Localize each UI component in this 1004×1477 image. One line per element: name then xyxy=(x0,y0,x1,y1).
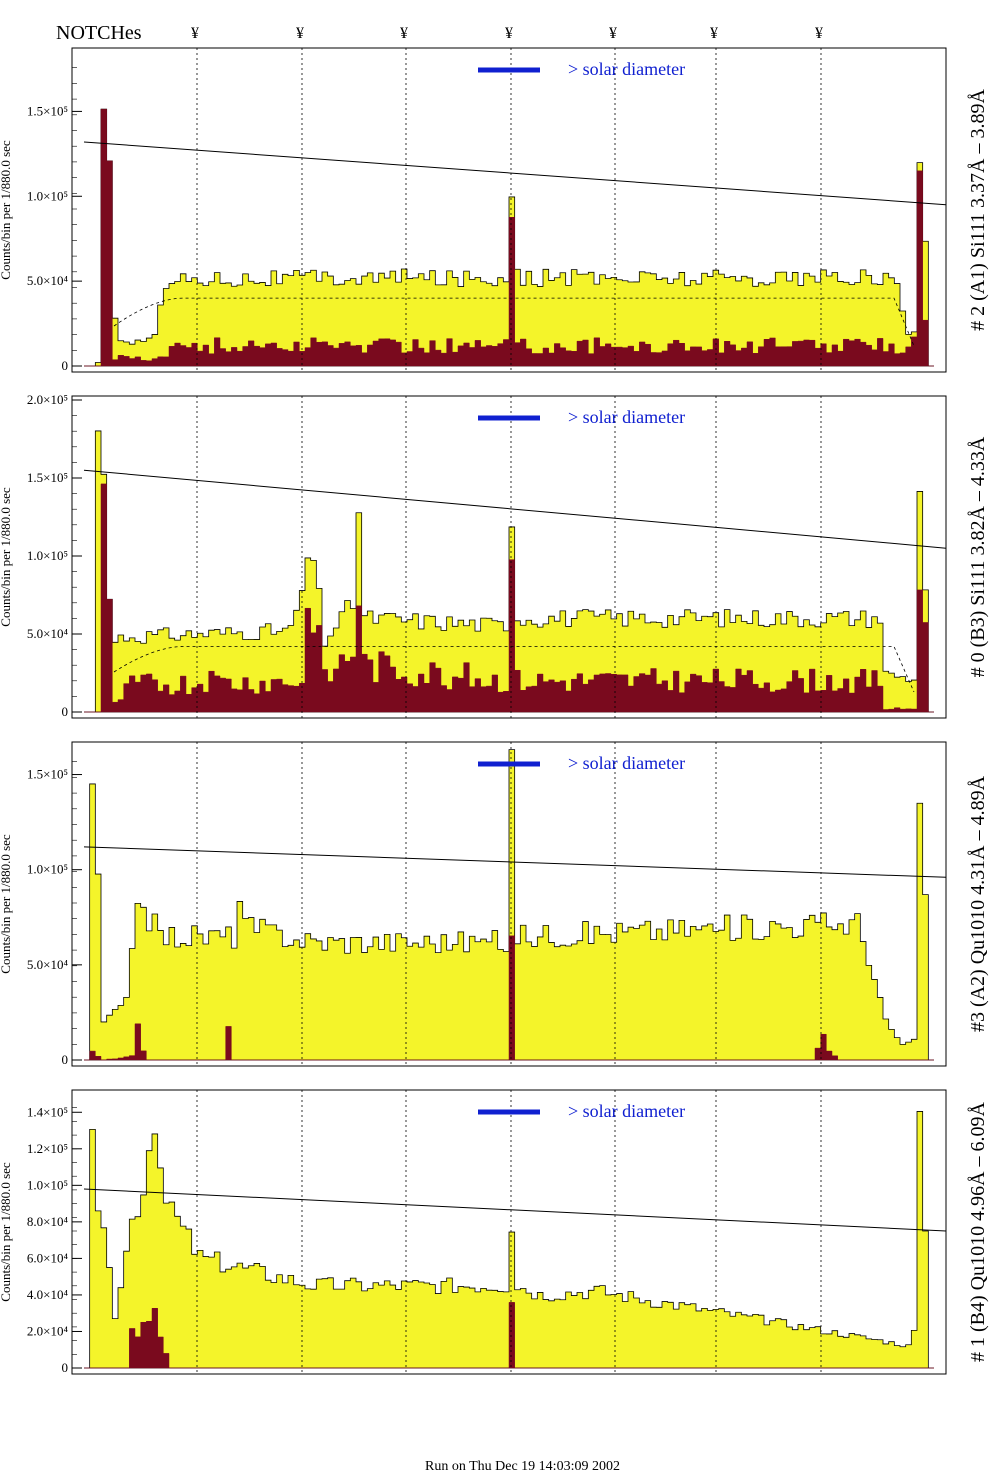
notch-mark-1: ¥ xyxy=(191,25,199,42)
legend-text: > solar diameter xyxy=(568,59,685,79)
y-tick-label: 1.5×10⁵ xyxy=(27,470,68,485)
y-axis-label: Counts/bin per 1/880.0 sec xyxy=(0,140,13,280)
panel-title: # 2 (A1) Si111 3.37Å – 3.89Å xyxy=(967,89,989,331)
notch-marks: ¥ ¥ ¥ ¥ ¥ ¥ ¥ xyxy=(191,25,823,42)
y-tick-label: 1.0×10⁵ xyxy=(27,1177,68,1192)
y-tick-label: 1.0×10⁵ xyxy=(27,862,68,877)
y-tick-label: 1.0×10⁵ xyxy=(27,188,68,203)
reference-line xyxy=(83,1188,947,1232)
legend-text: > solar diameter xyxy=(568,407,685,427)
y-axis-label: Counts/bin per 1/880.0 sec xyxy=(0,487,13,627)
histogram-selected xyxy=(84,1302,934,1369)
panel-3: 0 5.0×10⁴ 1.0×10⁵ 1.5×10⁵ Counts/bin per 1/8… xyxy=(0,741,989,1067)
panel-title: # 0 (B3) Si111 3.82Å – 4.33Å xyxy=(967,436,989,677)
y-tick-label: 4.0×10⁴ xyxy=(27,1287,69,1302)
y-tick-label: 1.5×10⁵ xyxy=(27,767,68,782)
reference-line xyxy=(83,141,947,206)
histogram-selected xyxy=(84,483,934,713)
y-tick-label: 5.0×10⁴ xyxy=(27,273,69,288)
notch-mark-2: ¥ xyxy=(296,25,304,42)
run-timestamp: Run on Thu Dec 19 14:03:09 2002 xyxy=(425,1459,620,1474)
y-tick-label: 8.0×10⁴ xyxy=(27,1214,69,1229)
histogram-selected xyxy=(84,108,934,367)
notch-mark-5: ¥ xyxy=(609,25,617,42)
y-tick-label: 0 xyxy=(62,1052,69,1067)
notch-mark-6: ¥ xyxy=(710,25,718,42)
legend-text: > solar diameter xyxy=(568,753,685,773)
y-tick-label: 1.2×10⁵ xyxy=(27,1141,68,1156)
panel-2: 0 5.0×10⁴ 1.0×10⁵ 1.5×10⁵ 2.0×10⁵ Counts/bin … xyxy=(0,392,989,719)
panel-4: 0 2.0×10⁴ 4.0×10⁴ 6.0×10⁴ 8.0×10⁴ 1.0×10⁵ 1.2×… xyxy=(0,1089,989,1375)
histogram-selected xyxy=(84,935,934,1061)
y-tick-label: 5.0×10⁴ xyxy=(27,626,69,641)
notch-mark-4: ¥ xyxy=(505,25,513,42)
reference-line xyxy=(83,846,947,878)
notch-mark-7: ¥ xyxy=(815,25,823,42)
y-axis-label: Counts/bin per 1/880.0 sec xyxy=(0,1162,13,1302)
y-tick-label: 1.4×10⁵ xyxy=(27,1104,68,1119)
y-axis-label: Counts/bin per 1/880.0 sec xyxy=(0,834,13,974)
y-tick-label: 2.0×10⁴ xyxy=(27,1323,69,1338)
y-tick-label: 0 xyxy=(62,1360,69,1375)
panel-frame xyxy=(71,395,947,719)
legend-text: > solar diameter xyxy=(568,1101,685,1121)
notch-mark-3: ¥ xyxy=(400,25,408,42)
y-tick-label: 6.0×10⁴ xyxy=(27,1250,69,1265)
histogram-total xyxy=(84,749,934,1061)
y-tick-label: 0 xyxy=(62,704,69,719)
reference-line xyxy=(83,469,947,549)
y-tick-label: 2.0×10⁵ xyxy=(27,392,68,407)
y-tick-label: 1.0×10⁵ xyxy=(27,548,68,563)
panel-title: # 1 (B4) Qu1010 4.96Å – 6.09Å xyxy=(967,1101,989,1362)
panel-frame xyxy=(71,1089,947,1375)
y-tick-label: 0 xyxy=(62,358,69,373)
model-dashed-line xyxy=(113,297,915,347)
panel-1: 0 5.0×10⁴ 1.0×10⁵ 1.5×10⁵ Counts/bin per 1/8… xyxy=(0,47,989,373)
panel-frame xyxy=(71,47,947,373)
model-dashed-line xyxy=(113,646,915,693)
y-tick-label: 1.5×10⁵ xyxy=(27,103,68,118)
panel-frame xyxy=(71,741,947,1067)
notches-label: NOTCHes xyxy=(56,22,142,44)
y-tick-label: 5.0×10⁴ xyxy=(27,957,69,972)
panels: 0 5.0×10⁴ 1.0×10⁵ 1.5×10⁵ Counts/bin per 1/8… xyxy=(0,47,989,1375)
histogram-total xyxy=(84,1111,934,1369)
panel-title: #3 (A2) Qu1010 4.31Å – 4.89Å xyxy=(967,775,989,1032)
